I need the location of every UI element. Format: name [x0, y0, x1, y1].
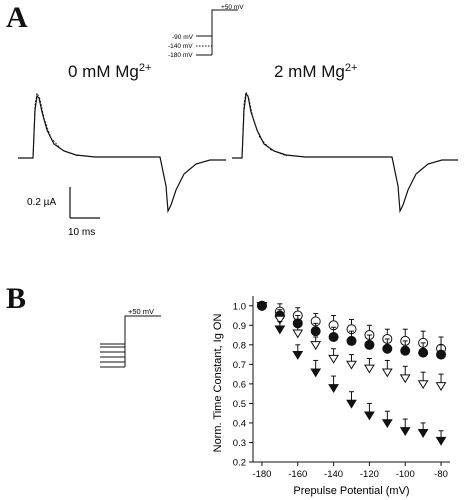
chart-y-axis-label: Norm. Time Constant, Ig ON: [212, 314, 224, 453]
data-point: [364, 411, 375, 421]
x-tick-label: -180: [252, 469, 271, 480]
data-point: [256, 302, 268, 312]
protocol-a-v3-label: -180 mV: [168, 52, 193, 59]
data-point: [328, 354, 339, 364]
data-point: [399, 374, 411, 384]
protocol-b-hold-label: +50 mV: [128, 307, 154, 316]
data-point: [310, 326, 321, 337]
x-tick-label: -120: [360, 469, 379, 480]
y-tick-label: 0.2: [233, 458, 246, 469]
x-tick-label: -80: [434, 469, 448, 480]
data-point: [381, 368, 393, 378]
y-tick-label: 0.3: [233, 438, 246, 449]
y-tick-label: 0.6: [233, 379, 246, 390]
data-point: [310, 341, 322, 351]
chart-marks: [256, 300, 447, 446]
scale-bar-current-label: 0.2 µA: [27, 197, 56, 208]
data-point: [399, 427, 411, 436]
scale-bar: [69, 187, 100, 219]
current-traces-2mg: [232, 90, 458, 214]
data-point: [400, 345, 411, 356]
y-tick-label: 0.5: [233, 399, 246, 410]
data-point: [328, 384, 339, 394]
condition-label-0mg: 0 mM Mg2+: [68, 62, 152, 81]
data-point: [364, 364, 375, 374]
data-point: [346, 335, 357, 346]
protocol-a-v1-label: -90 mV: [172, 34, 194, 41]
data-point: [417, 380, 429, 390]
data-point: [274, 315, 286, 325]
y-tick-label: 0.8: [233, 340, 246, 351]
y-tick-label: 0.4: [233, 418, 246, 429]
data-point: [346, 399, 357, 409]
data-point: [274, 325, 286, 335]
protocol-a-v2-label: -140 mV: [168, 43, 193, 50]
chart-axes: [252, 296, 450, 463]
y-tick-label: 0.7: [233, 360, 246, 371]
y-tick-label: 1.0: [233, 301, 246, 312]
protocol-a: [196, 9, 238, 56]
data-point: [435, 382, 447, 392]
panel-b-label: B: [6, 282, 27, 315]
x-tick-label: -160: [288, 469, 307, 480]
data-point: [435, 436, 447, 446]
data-point: [382, 343, 393, 354]
data-point: [381, 419, 393, 429]
data-point: [346, 360, 357, 370]
chart-ticks: -180 -160 -140 -120 -100 -80 0.2 0.3 0.4 0.5 0.6 0.…: [233, 301, 448, 480]
data-point: [436, 349, 447, 360]
x-tick-label: -100: [396, 469, 415, 480]
data-point: [364, 339, 375, 350]
series-filled-triangle-down: [256, 302, 447, 446]
current-traces-0mg: [18, 91, 226, 214]
data-point: [292, 350, 304, 360]
data-point: [292, 329, 304, 339]
protocol-b: [100, 315, 161, 368]
time-constant-chart: -180 -160 -140 -120 -100 -80 0.2 0.3 0.4 0.5 0.6 0.…: [212, 296, 450, 497]
chart-x-axis-label: Prepulse Potential (mV): [293, 485, 409, 497]
panel-a-label: A: [6, 1, 28, 34]
data-point: [310, 368, 322, 378]
x-tick-label: -140: [324, 469, 343, 480]
series-open-triangle-down: [256, 302, 447, 392]
data-point: [418, 347, 429, 358]
condition-label-2mg: 2 mM Mg2+: [274, 62, 358, 81]
data-point: [417, 429, 429, 438]
data-point: [328, 332, 339, 343]
scale-bar-time-label: 10 ms: [68, 227, 95, 238]
y-tick-label: 0.9: [233, 321, 246, 332]
protocol-a-hold-label: +50 mV: [221, 4, 244, 11]
